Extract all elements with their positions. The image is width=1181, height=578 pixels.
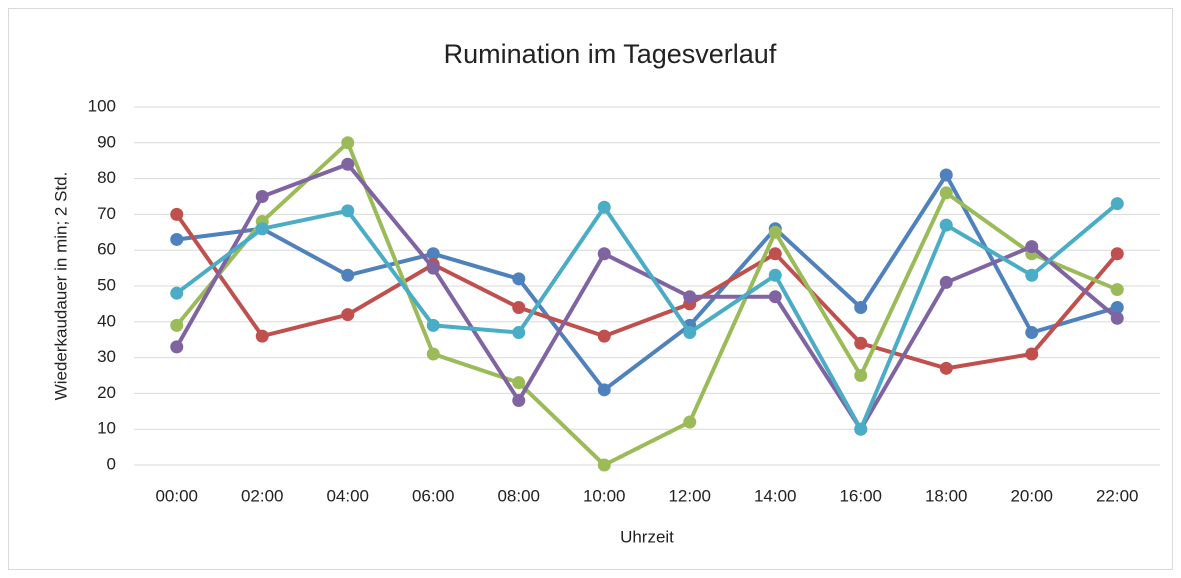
series-marker xyxy=(170,318,184,332)
y-tick-label: 90 xyxy=(97,132,116,151)
x-tick-label: 16:00 xyxy=(839,486,882,505)
series-marker xyxy=(854,422,868,436)
series-marker xyxy=(854,336,868,350)
chart-title: Rumination im Tagesverlauf xyxy=(444,39,777,69)
series-marker xyxy=(1110,300,1124,314)
series-marker xyxy=(1025,268,1039,282)
series-marker xyxy=(426,318,440,332)
series-line xyxy=(175,162,1119,432)
series-marker xyxy=(1110,283,1124,297)
series-marker xyxy=(683,415,697,429)
y-tick-label: 10 xyxy=(97,419,116,438)
series-marker xyxy=(341,136,355,150)
x-tick-label: 20:00 xyxy=(1010,486,1053,505)
series-marker xyxy=(512,376,526,390)
series-marker xyxy=(170,207,184,221)
series-marker xyxy=(512,300,526,314)
y-tick-label: 80 xyxy=(97,168,116,187)
series-marker xyxy=(854,300,868,314)
x-axis-label: Uhrzeit xyxy=(620,527,674,546)
series-marker xyxy=(255,329,269,343)
series-marker xyxy=(426,247,440,261)
series-marker xyxy=(170,340,184,354)
x-tick-label: 06:00 xyxy=(412,486,455,505)
series-marker xyxy=(768,225,782,239)
series-marker xyxy=(1110,247,1124,261)
series-marker xyxy=(341,268,355,282)
series-marker xyxy=(1025,326,1039,340)
x-tick-label: 10:00 xyxy=(583,486,626,505)
x-tick-label: 22:00 xyxy=(1096,486,1139,505)
series-marker xyxy=(597,458,611,472)
x-tick-label: 04:00 xyxy=(326,486,369,505)
series-marker xyxy=(341,204,355,218)
series-marker xyxy=(1110,311,1124,325)
series-marker xyxy=(939,275,953,289)
series-line xyxy=(175,213,1119,371)
series-marker xyxy=(426,347,440,361)
y-tick-label: 0 xyxy=(107,454,116,473)
y-tick-label: 70 xyxy=(97,204,116,223)
series-marker xyxy=(939,186,953,200)
x-tick-label: 02:00 xyxy=(241,486,284,505)
y-tick-label: 60 xyxy=(97,240,116,259)
series-marker xyxy=(939,168,953,182)
series-marker xyxy=(768,290,782,304)
series-marker xyxy=(597,247,611,261)
series-marker xyxy=(341,157,355,171)
series-line xyxy=(175,202,1119,432)
series-marker xyxy=(255,190,269,203)
series-marker xyxy=(426,261,440,275)
y-tick-label: 50 xyxy=(97,275,116,294)
series-marker xyxy=(768,268,782,282)
y-tick-label: 20 xyxy=(97,383,116,402)
y-axis-label: Wiederkaudauer in min; 2 Std. xyxy=(51,172,70,401)
series-marker xyxy=(170,286,184,300)
series-marker xyxy=(768,247,782,261)
series-marker xyxy=(1025,347,1039,361)
series-marker xyxy=(597,383,611,397)
series-marker xyxy=(512,394,526,408)
series-marker xyxy=(597,200,611,214)
series-marker xyxy=(170,232,184,246)
x-tick-label: 14:00 xyxy=(754,486,797,505)
x-tick-label: 18:00 xyxy=(925,486,968,505)
series-marker xyxy=(939,361,953,375)
series-marker xyxy=(597,329,611,343)
series-marker xyxy=(683,290,697,304)
series-marker xyxy=(512,326,526,340)
x-tick-label: 00:00 xyxy=(155,486,198,505)
series-marker xyxy=(939,218,953,232)
series-marker xyxy=(854,369,868,382)
series-marker xyxy=(341,308,355,322)
series-marker xyxy=(1025,240,1039,254)
x-tick-label: 12:00 xyxy=(668,486,711,505)
x-tick-label: 08:00 xyxy=(497,486,540,505)
series-line xyxy=(175,140,1119,467)
y-tick-label: 40 xyxy=(97,311,116,330)
series-marker xyxy=(683,326,697,340)
y-tick-label: 100 xyxy=(88,96,116,115)
series-marker xyxy=(512,272,526,286)
series-marker xyxy=(255,222,269,236)
series-marker xyxy=(1110,197,1124,211)
chart-border xyxy=(8,8,1173,570)
y-tick-label: 30 xyxy=(97,347,116,366)
